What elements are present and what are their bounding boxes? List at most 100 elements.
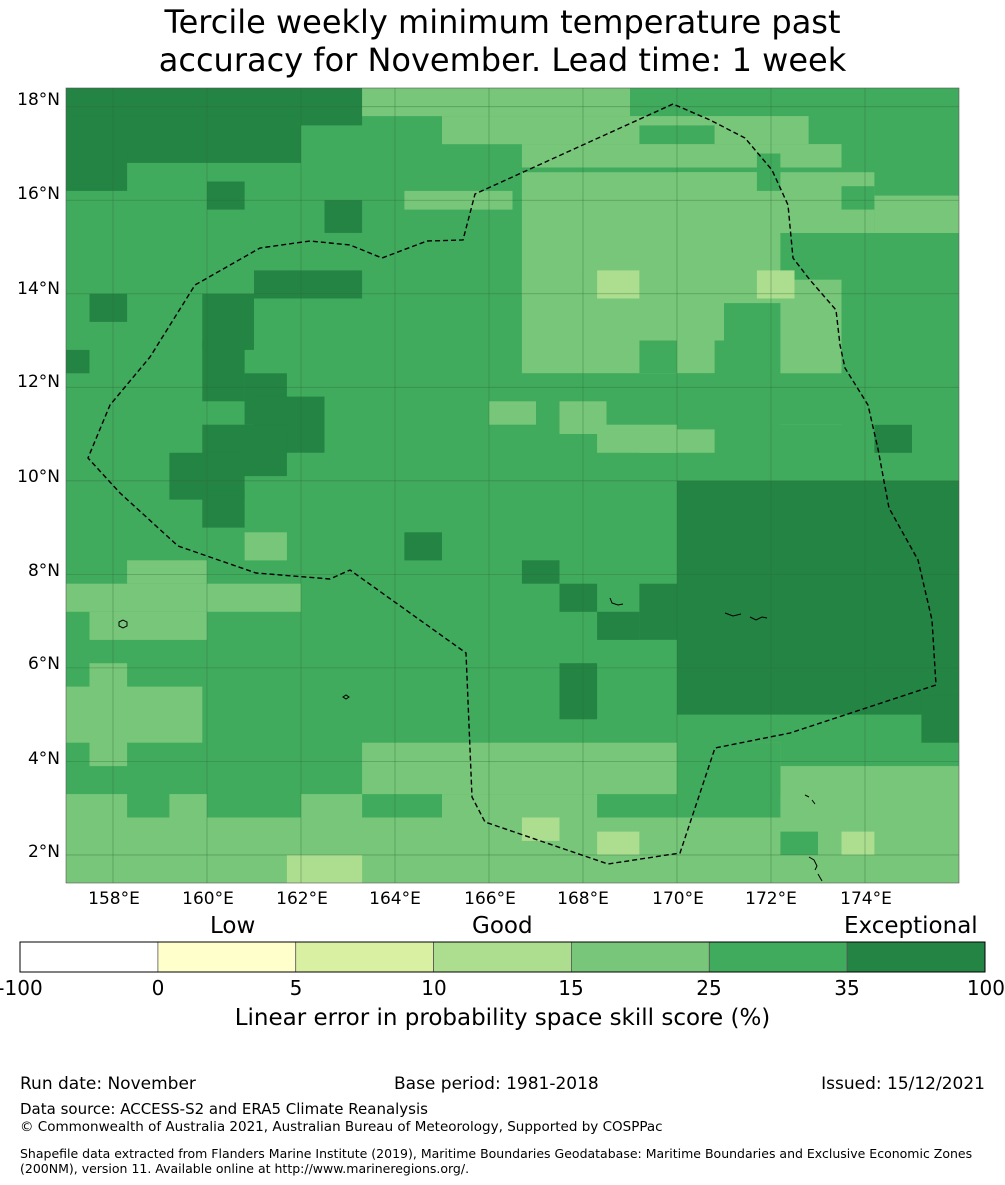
lon-label-160e: 160°E	[182, 889, 234, 909]
data-source: Data source: ACCESS-S2 and ERA5 Climate …	[20, 1100, 428, 1118]
skill-cell	[874, 424, 912, 453]
map-title-line-1: Tercile weekly minimum temperature past	[164, 3, 841, 41]
skill-cell	[254, 270, 363, 299]
legend-category-exceptional: Exceptional	[844, 913, 978, 939]
lon-label-166e: 166°E	[464, 889, 516, 909]
skill-cell	[286, 854, 363, 883]
colorbar-tick: 0	[151, 976, 165, 1000]
skill-cell	[324, 200, 363, 233]
skill-cell	[677, 373, 959, 425]
skill-cell	[442, 794, 598, 818]
skill-cell	[639, 429, 715, 453]
skill-cell	[714, 742, 781, 795]
skill-cell	[841, 831, 875, 855]
skill-cell	[66, 583, 301, 612]
colorbar-segment	[571, 941, 710, 973]
colorbar	[19, 941, 986, 973]
map-frame	[65, 87, 960, 884]
colorbar-tick: 100	[966, 976, 1005, 1000]
skill-cell	[597, 270, 640, 299]
skill-cell	[301, 794, 363, 818]
skill-cell	[559, 401, 607, 434]
skill-cell	[362, 88, 630, 117]
skill-cell	[489, 401, 536, 425]
lat-label-8n: 8°N	[27, 561, 60, 581]
legend-category-good: Good	[472, 913, 533, 939]
island-outline	[724, 612, 768, 621]
skill-cell	[597, 611, 640, 640]
skill-cell	[207, 181, 245, 210]
island-outline	[804, 794, 816, 805]
skill-cell	[89, 611, 207, 640]
skill-cell	[66, 153, 128, 191]
lat-label-6n: 6°N	[27, 654, 60, 674]
issued-date: Issued: 15/12/2021	[821, 1074, 985, 1094]
colorbar-segment	[295, 941, 435, 973]
skill-cell	[921, 695, 959, 743]
skill-cell	[597, 831, 640, 855]
colorbar-caption: Linear error in probability space skill …	[234, 1005, 771, 1031]
skill-cell	[677, 766, 715, 818]
skill-cell	[756, 153, 781, 191]
base-period: Base period: 1981-2018	[394, 1074, 599, 1094]
colorbar-segment	[19, 941, 159, 973]
skill-cell	[404, 532, 442, 561]
skill-cell	[780, 766, 959, 818]
run-date: Run date: November	[20, 1074, 196, 1094]
skill-cell	[874, 293, 959, 374]
skill-cell	[244, 532, 287, 561]
lat-label-18n: 18°N	[17, 90, 60, 110]
skill-cell	[874, 195, 959, 233]
skill-cell	[521, 817, 560, 841]
colorbar-tick: -100	[0, 976, 43, 1000]
island-outline	[609, 597, 624, 606]
shapefile-credit: Shapefile data extracted from Flanders M…	[20, 1146, 973, 1176]
skill-cell	[639, 340, 677, 374]
skill-cell	[127, 560, 207, 584]
legend-category-low: Low	[210, 913, 256, 939]
lat-label-14n: 14°N	[17, 279, 60, 299]
lon-label-172e: 172°E	[745, 889, 797, 909]
colorbar-tick: 5	[289, 976, 303, 1000]
skill-cell	[559, 583, 598, 612]
skill-cell	[442, 116, 809, 145]
lon-label-158e: 158°E	[88, 889, 140, 909]
colorbar-tick: 15	[558, 976, 584, 1000]
colorbar-tick: 35	[834, 976, 860, 1000]
lon-label-174e: 174°E	[840, 889, 892, 909]
skill-cell	[639, 125, 715, 145]
lon-label-168e: 168°E	[557, 889, 609, 909]
skill-cell	[169, 794, 207, 818]
skill-cell	[66, 794, 128, 818]
skill-cell	[202, 340, 245, 402]
colorbar-tick: 25	[696, 976, 722, 1000]
island-outline	[118, 619, 128, 629]
skill-cell	[66, 817, 959, 883]
lat-label-4n: 4°N	[27, 749, 60, 769]
colorbar-frame	[19, 941, 986, 973]
skill-cell	[521, 560, 560, 584]
skill-cell	[89, 293, 128, 322]
copyright: © Commonwealth of Australia 2021, Austra…	[20, 1119, 663, 1135]
skill-cell	[66, 349, 90, 374]
colorbar-segment	[433, 941, 572, 973]
skill-cell	[756, 270, 795, 299]
lon-label-164e: 164°E	[369, 889, 421, 909]
skill-cell	[724, 303, 781, 341]
lat-label-10n: 10°N	[17, 467, 60, 487]
skill-grid-cells	[66, 88, 959, 883]
skill-cell	[677, 480, 959, 715]
colorbar-tick: 10	[421, 976, 447, 1000]
lon-label-170e: 170°E	[652, 889, 704, 909]
skill-cell	[521, 340, 715, 374]
colorbar-segment	[157, 941, 297, 973]
island-outlines	[118, 597, 823, 882]
lat-label-2n: 2°N	[27, 842, 60, 862]
lat-lon-gridlines	[66, 88, 959, 883]
skill-cell	[521, 144, 842, 168]
skill-cell	[780, 831, 818, 855]
island-outline	[342, 694, 350, 700]
eez-boundary-line	[87, 103, 937, 865]
skill-cell	[66, 686, 203, 743]
